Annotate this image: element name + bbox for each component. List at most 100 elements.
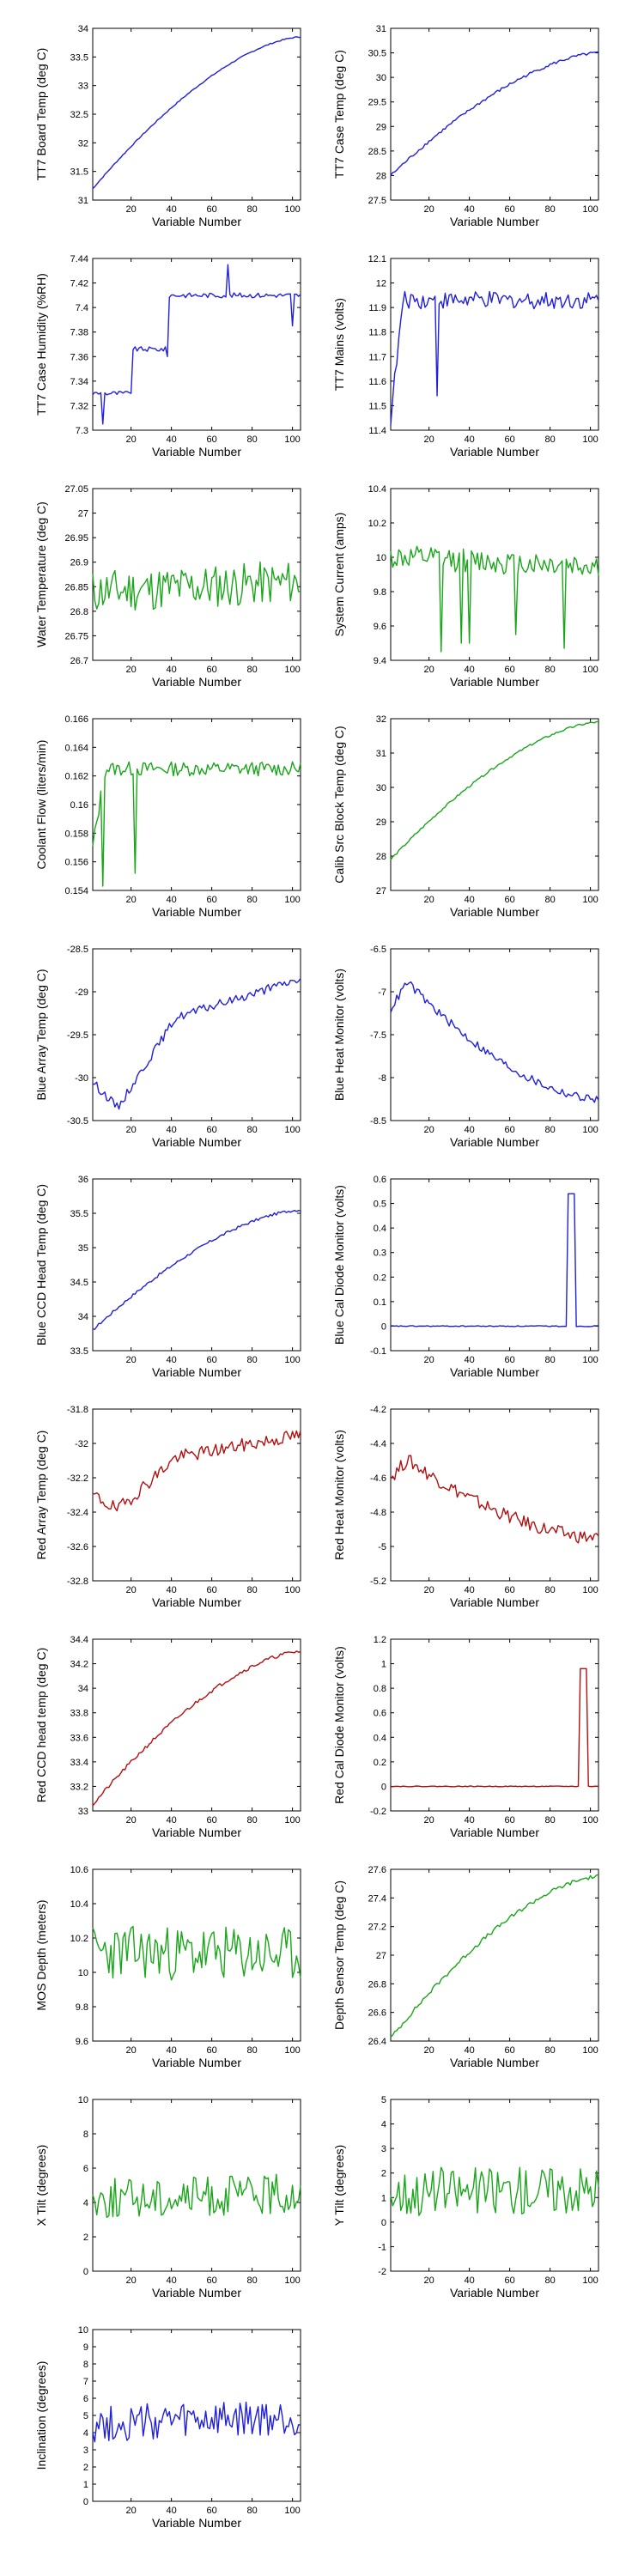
y-tick-label: 0.166 (64, 714, 88, 725)
axes-box (92, 1868, 301, 2042)
x-tick-label: 60 (206, 1815, 216, 1826)
y-tick-label: 31 (376, 749, 386, 759)
y-tick-label: 0.2 (374, 1758, 386, 1768)
x-tick-label: 40 (167, 895, 177, 905)
y-tick-label: 7 (83, 2377, 88, 2387)
axes-box (92, 1638, 301, 1812)
axes-box (390, 1178, 599, 1352)
series-line (92, 978, 301, 1110)
series-line (390, 2166, 599, 2216)
y-tick-label: 10 (376, 553, 386, 563)
y-tick-label: 0 (381, 2218, 386, 2228)
y-tick-label: 10 (78, 1968, 88, 1978)
y-tick-label: -32.6 (67, 1542, 88, 1552)
y-tick-label: -4.2 (370, 1405, 386, 1415)
y-tick-label: 26.85 (64, 582, 88, 592)
axes-box (390, 258, 599, 431)
axes-box (390, 2099, 599, 2272)
x-tick-label: 100 (582, 2045, 598, 2056)
y-tick-label: 0 (83, 2497, 88, 2507)
x-tick-label: 80 (246, 665, 257, 675)
x-tick-label: 40 (465, 1815, 475, 1826)
x-tick-label: 40 (465, 2275, 475, 2286)
y-tick-label: 33.5 (70, 52, 88, 63)
x-axis-label: Variable Number (152, 1365, 241, 1379)
y-tick-label: -30.5 (67, 1116, 88, 1127)
y-tick-label: 30 (376, 73, 386, 83)
y-tick-label: -32.2 (67, 1473, 88, 1484)
series-line (390, 1193, 599, 1327)
y-tick-label: 7.4 (76, 303, 88, 313)
y-tick-label: 33.6 (70, 1733, 88, 1743)
x-tick-label: 100 (582, 1585, 598, 1595)
y-tick-label: 4 (381, 2120, 386, 2130)
x-tick-label: 100 (284, 1355, 300, 1365)
y-tick-label: -5.2 (370, 1577, 386, 1587)
y-tick-label: 34.4 (70, 1635, 88, 1645)
x-axis-label: Variable Number (450, 1595, 539, 1609)
x-axis-label: Variable Number (152, 1135, 241, 1149)
x-tick-label: 20 (424, 1125, 434, 1135)
series-line (390, 1874, 599, 2038)
series-line (92, 561, 301, 611)
y-tick-label: 31.5 (70, 167, 88, 178)
axes-box (390, 1868, 599, 2042)
x-tick-label: 60 (206, 1585, 216, 1595)
y-tick-label: 11.9 (368, 303, 386, 313)
x-axis-label: Variable Number (450, 1826, 539, 1839)
chart-panel-10: -8.5 -8 -7.5 -7 -6.5 20 40 60 80 100 Variable Numb… (332, 945, 599, 1149)
x-tick-label: 100 (582, 1355, 598, 1365)
y-axis-label: Blue Cal Diode Monitor (volts) (332, 1185, 346, 1345)
x-tick-label: 80 (544, 434, 555, 445)
x-axis-label: Variable Number (152, 905, 241, 919)
y-tick-label: -7.5 (370, 1030, 386, 1041)
y-tick-label: 27.6 (368, 1865, 386, 1875)
x-tick-label: 20 (126, 2506, 137, 2516)
y-tick-label: 0 (381, 1782, 386, 1792)
y-tick-label: 33 (78, 1807, 88, 1817)
x-tick-label: 100 (284, 2045, 300, 2056)
y-tick-label: 2 (381, 2169, 386, 2179)
chart-panel-6: 9.4 9.6 9.8 10 10.2 10.4 20 40 60 80 100 Variable N… (332, 484, 599, 689)
chart-panel-4: 11.4 11.5 11.6 11.7 11.8 11.9 12 12.1 20 40 60 80 10… (332, 254, 599, 459)
axes-box (92, 718, 301, 891)
x-tick-label: 100 (582, 434, 598, 445)
x-tick-label: 60 (206, 1355, 216, 1365)
y-tick-label: 36 (78, 1175, 88, 1185)
chart-panel-14: -5.2 -5 -4.8 -4.6 -4.4 -4.2 20 40 60 80 100 Variabl… (332, 1405, 599, 1609)
y-tick-label: 5 (381, 2095, 386, 2105)
x-tick-label: 40 (465, 2045, 475, 2056)
y-tick-label: 35 (78, 1243, 88, 1254)
x-tick-label: 40 (167, 1585, 177, 1595)
y-tick-label: 7.44 (70, 254, 88, 264)
x-tick-label: 20 (424, 434, 434, 445)
x-tick-label: 60 (504, 665, 514, 675)
x-tick-label: 80 (246, 1125, 257, 1135)
y-tick-label: 10.4 (368, 484, 386, 495)
x-tick-label: 20 (424, 1815, 434, 1826)
y-tick-label: -8.5 (370, 1116, 386, 1127)
y-tick-label: 27 (376, 886, 386, 896)
y-tick-label: 27.2 (368, 1923, 386, 1933)
y-tick-label: 26.7 (70, 656, 88, 666)
x-tick-label: 80 (246, 2506, 257, 2516)
x-tick-label: 40 (465, 1355, 475, 1365)
series-line (390, 720, 599, 860)
x-axis-label: Variable Number (152, 445, 241, 459)
y-tick-label: -0.1 (370, 1346, 386, 1357)
y-tick-label: 10 (78, 2325, 88, 2336)
x-axis-label: Variable Number (152, 215, 241, 228)
x-tick-label: 40 (167, 1815, 177, 1826)
x-tick-label: 80 (246, 1815, 257, 1826)
axes-box (390, 1408, 599, 1582)
y-axis-label: Inclination (degrees) (34, 2361, 48, 2470)
axes-box (390, 488, 599, 661)
series-line (92, 2173, 301, 2218)
y-tick-label: 32 (78, 138, 88, 149)
y-tick-label: 35.5 (70, 1209, 88, 1219)
y-tick-label: 27.5 (368, 196, 386, 206)
y-tick-label: 1 (381, 1660, 386, 1670)
y-tick-label: 11.8 (368, 328, 386, 338)
y-axis-label: Red Cal Diode Monitor (volts) (332, 1646, 346, 1804)
x-axis-label: Variable Number (450, 2056, 539, 2069)
